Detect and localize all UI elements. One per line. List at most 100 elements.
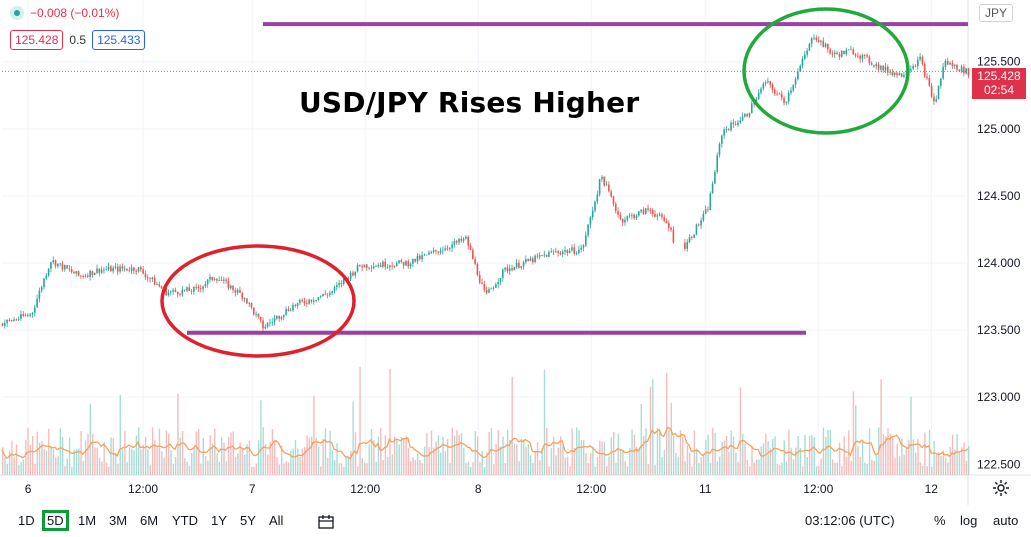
candle-body — [801, 58, 804, 66]
volume-bar — [889, 433, 892, 475]
volume-bar — [622, 449, 624, 475]
volume-bar — [963, 442, 965, 475]
volume-bar — [781, 462, 783, 475]
volume-bar — [463, 448, 465, 475]
candle-body — [158, 284, 161, 287]
volume-bar — [177, 393, 179, 475]
volume-bar — [126, 462, 128, 475]
volume-bar — [138, 427, 140, 475]
candle-body — [193, 287, 195, 292]
candle-body — [402, 262, 405, 266]
candle-body — [617, 211, 619, 215]
timeframe-5y[interactable]: 5Y — [240, 513, 256, 528]
candle-body — [829, 49, 831, 54]
buy-price-button[interactable]: 125.433 — [92, 30, 146, 50]
timeframe-6m[interactable]: 6M — [140, 513, 159, 528]
volume-bar — [407, 448, 410, 475]
candle-body — [684, 242, 686, 249]
candle-body — [354, 271, 357, 276]
sell-price-button[interactable]: 125.428 — [10, 30, 64, 50]
utc-clock[interactable]: 03:12:06 (UTC) — [805, 513, 895, 528]
volume-bar — [393, 436, 396, 475]
candle-body — [833, 52, 836, 55]
candle-body — [312, 300, 315, 302]
percent-scale-toggle[interactable]: % — [934, 513, 946, 528]
volume-bar — [416, 453, 419, 475]
timeframe-1m[interactable]: 1M — [78, 513, 97, 528]
candle-body — [873, 64, 875, 67]
volume-bar — [131, 448, 133, 475]
candle-body — [243, 298, 246, 300]
volume-bar — [896, 443, 898, 475]
volume-bar — [596, 457, 599, 475]
volume-bar — [502, 436, 504, 475]
candle-body — [538, 255, 541, 257]
volume-bar — [532, 463, 534, 475]
volume-bar — [721, 441, 723, 475]
timeframe-5d[interactable]: 5D — [42, 510, 69, 531]
candle-body — [598, 179, 601, 195]
volume-bar — [170, 450, 172, 475]
volume-bar — [333, 460, 336, 475]
auto-scale-toggle[interactable]: auto — [993, 513, 1019, 528]
volume-bar — [483, 466, 486, 475]
volume-bar — [154, 439, 156, 475]
candle-body — [229, 285, 232, 289]
candle-body — [515, 262, 518, 267]
price-chart[interactable]: 122.500 123.000 123.500 124.000 124.500 125.0… — [0, 0, 1031, 505]
candle-body — [322, 293, 324, 297]
candle-body — [306, 303, 308, 304]
volume-bar — [396, 438, 398, 475]
timeframe-1y[interactable]: 1Y — [211, 513, 227, 528]
candle-body — [209, 276, 211, 280]
candle-body — [112, 267, 114, 272]
candle-body — [861, 55, 864, 59]
volume-bar — [654, 465, 656, 475]
candle-body — [808, 43, 811, 51]
volume-bar — [587, 462, 589, 475]
date-range-icon[interactable] — [318, 514, 336, 530]
timeframe-1d[interactable]: 1D — [18, 513, 35, 528]
timeframe-all[interactable]: All — [269, 513, 284, 528]
candle-body — [944, 60, 947, 67]
volume-bar — [836, 462, 838, 475]
candle-body — [365, 264, 368, 268]
volume-bar — [6, 463, 9, 475]
timeframe-3m[interactable]: 3M — [109, 513, 128, 528]
currency-badge[interactable]: JPY — [979, 4, 1014, 22]
candle-body — [172, 289, 174, 292]
gear-icon[interactable] — [992, 479, 1010, 497]
volume-bar — [82, 460, 85, 475]
volume-bar — [815, 466, 818, 475]
candle-body — [638, 211, 640, 216]
volume-layer — [2, 367, 970, 475]
volume-bar — [636, 446, 638, 475]
volume-bar — [357, 466, 359, 475]
timeframe-ytd[interactable]: YTD — [172, 513, 198, 528]
candle-body — [877, 64, 880, 70]
candle-body — [75, 271, 78, 274]
candle-body — [82, 276, 84, 277]
candle-body — [45, 275, 48, 279]
candle-body — [248, 302, 250, 304]
candle-body — [836, 52, 838, 55]
candle-body — [151, 277, 154, 279]
volume-bar — [66, 458, 68, 475]
volume-bar — [949, 446, 951, 475]
candle-body — [100, 269, 103, 273]
volume-bar — [523, 439, 525, 475]
y-tick-label: 125.000 — [977, 122, 1021, 136]
log-scale-toggle[interactable]: log — [960, 513, 978, 528]
candle-body — [624, 219, 626, 223]
volume-bar — [269, 441, 271, 475]
candle-body — [631, 214, 633, 216]
volume-bar — [716, 461, 719, 475]
volume-bar — [831, 459, 834, 475]
volume-bar — [232, 431, 234, 475]
volume-bar — [861, 441, 864, 475]
volume-bar — [732, 436, 735, 475]
candle-body — [956, 64, 958, 70]
volume-bar — [774, 436, 776, 475]
candle-body — [280, 317, 283, 319]
volume-bar — [702, 455, 705, 475]
